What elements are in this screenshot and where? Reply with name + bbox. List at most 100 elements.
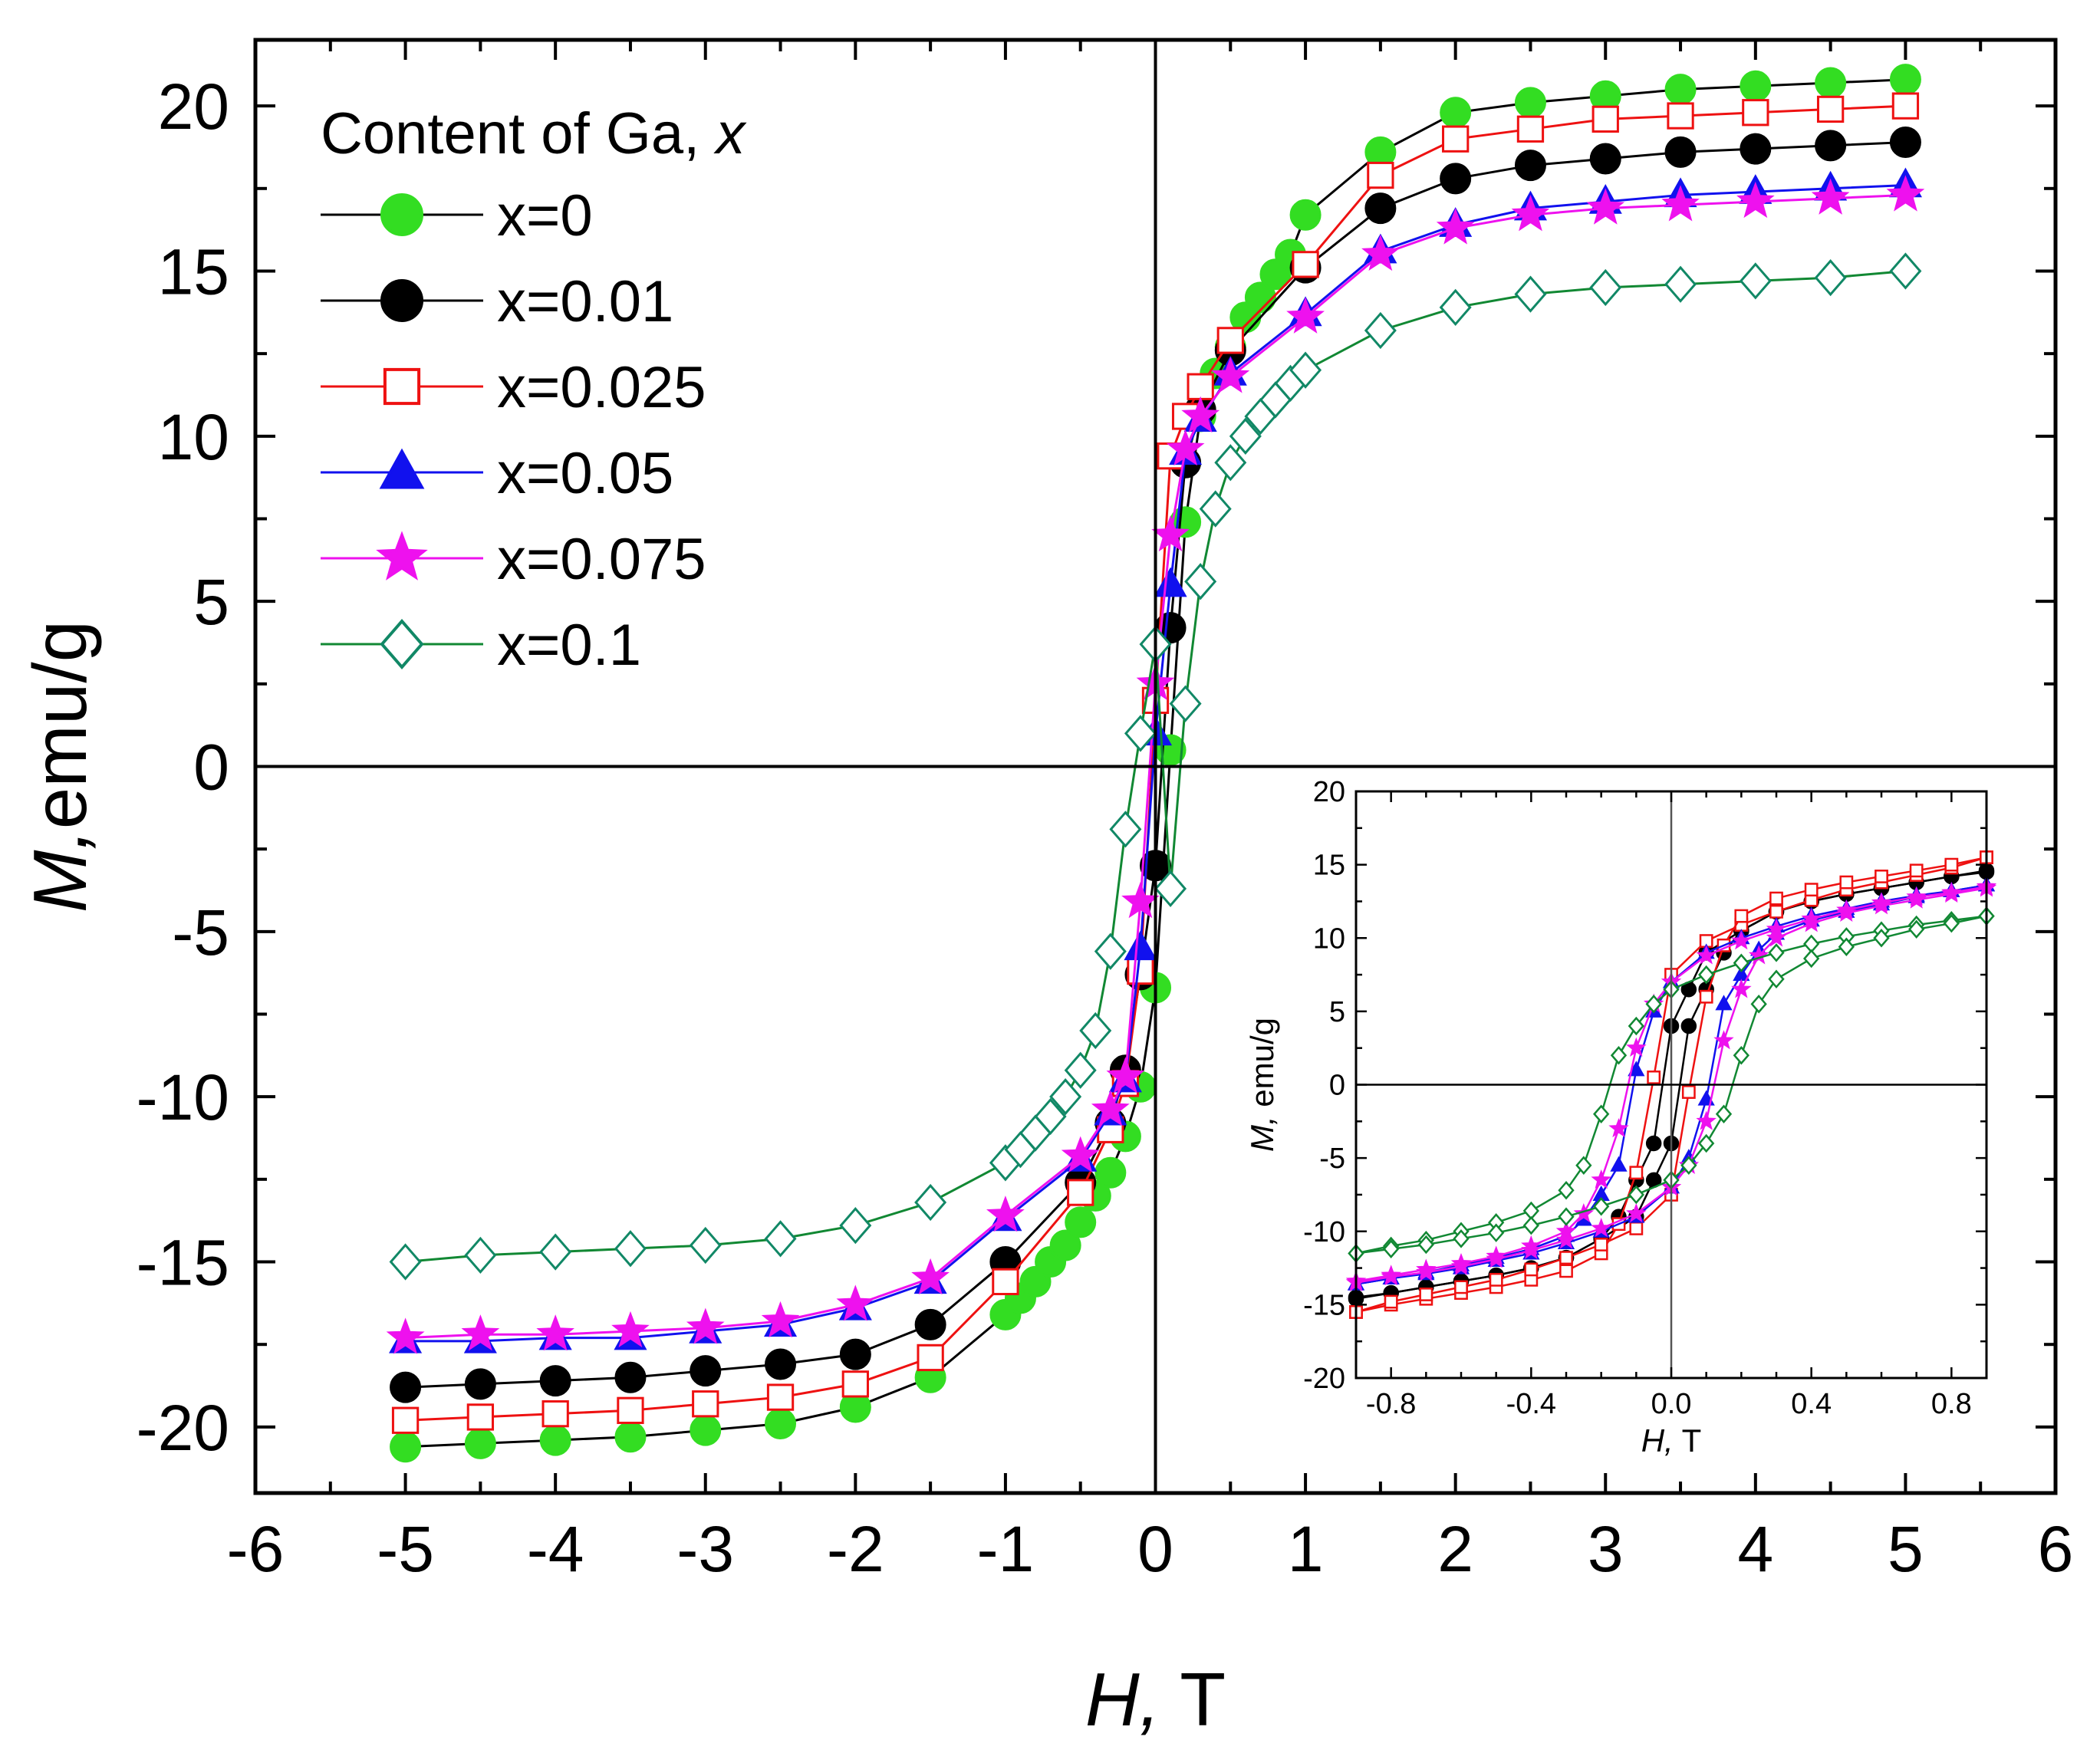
data-point	[1154, 567, 1187, 597]
x-axis-title-unit: T	[1160, 1657, 1226, 1741]
data-point	[1589, 143, 1621, 175]
inset-upper-branch-line	[1355, 886, 1987, 1283]
legend-item-x-0.075: x=0.075	[321, 527, 706, 592]
inset-data-point	[1715, 1104, 1733, 1124]
inset-data-point	[1681, 1085, 1696, 1099]
data-point	[1667, 102, 1694, 130]
data-point	[1740, 133, 1772, 165]
data-point	[1244, 281, 1276, 314]
inset-data-point	[1559, 1251, 1573, 1265]
inset-data-point	[1591, 1218, 1611, 1238]
inset-chart: -0.8 -0.4 0.0 0.4 0.8 -20 -15 -10 -5 0 5 10 15 20 H, T…	[1244, 776, 1997, 1459]
inset-data-point	[1575, 1156, 1592, 1175]
inset-x-axis-title-unit: T	[1674, 1422, 1702, 1459]
data-point	[1091, 1090, 1130, 1126]
legend-marker	[383, 367, 421, 406]
legend-label: x=0.1	[497, 613, 641, 678]
inset-data-point	[1838, 937, 1855, 956]
data-point	[1440, 97, 1472, 129]
inset-x-tick-label: 0.4	[1791, 1388, 1832, 1420]
inset-data-point	[1645, 1135, 1662, 1152]
inset-data-point	[1450, 1255, 1472, 1275]
legend-item-x-0.05: x=0.05	[321, 441, 673, 506]
inset-data-point	[1804, 883, 1819, 897]
data-point	[1121, 881, 1160, 919]
main-axes-layer: -6 -5 -4 -3 -2 -1 0 1 2 3 4 5 6-20-15-10-505101520H,…	[18, 38, 2074, 1741]
x-tick-label: -3	[676, 1513, 734, 1585]
inset-data-point	[1698, 965, 1715, 985]
inset-data-point	[1768, 943, 1785, 962]
y-tick-label: 0	[193, 732, 229, 804]
data-point	[1811, 178, 1850, 215]
inset-data-point	[1769, 891, 1783, 906]
data-point	[1124, 715, 1157, 752]
legend-marker	[380, 619, 424, 669]
x-tick-label: 0	[1137, 1513, 1173, 1585]
data-point	[1889, 252, 1922, 290]
legend-item-x-0.025: x=0.025	[321, 355, 706, 420]
data-point	[1889, 127, 1921, 159]
data-point	[390, 1371, 422, 1403]
data-point	[1442, 125, 1470, 153]
data-point	[1367, 161, 1394, 189]
inset-axes-layer: -0.8 -0.4 0.0 0.4 0.8 -20 -15 -10 -5 0 5 10 15 20 H, T…	[1244, 776, 1988, 1459]
data-point	[1814, 258, 1847, 297]
inset-y-axis-title-symbol: M,	[1244, 1116, 1280, 1152]
data-point	[1229, 417, 1262, 455]
legend-title: Content of Ga, x	[321, 101, 747, 166]
inset-data-point	[1417, 1235, 1434, 1255]
inset-data-point	[1416, 1261, 1437, 1281]
data-point	[841, 1370, 869, 1398]
inset-data-point	[1836, 902, 1857, 922]
inset-y-tick-label: 0	[1329, 1070, 1345, 1102]
inset-data-point	[1628, 1061, 1645, 1077]
x-tick-label: -1	[977, 1513, 1035, 1585]
data-point	[614, 1421, 647, 1453]
inset-data-point	[1696, 1110, 1717, 1130]
legend-title-variable: x	[713, 101, 747, 166]
data-point	[1067, 1179, 1094, 1206]
data-point	[1065, 1206, 1097, 1238]
x-axis-title: H, T	[1085, 1657, 1226, 1741]
inset-upper-branch-line	[1355, 915, 1987, 1255]
data-point	[1516, 115, 1545, 143]
data-point	[1815, 130, 1847, 162]
data-point	[1154, 870, 1187, 907]
inset-data-point	[1871, 895, 1892, 915]
y-tick-label: -15	[137, 1227, 229, 1299]
inset-lower-branch-line	[1355, 884, 1987, 1285]
data-point	[1106, 1057, 1145, 1094]
data-point	[1661, 185, 1700, 222]
data-point	[839, 1207, 872, 1245]
data-point	[1514, 275, 1547, 313]
inset-data-point	[1696, 945, 1717, 965]
data-point	[692, 1390, 719, 1418]
inset-data-point	[1645, 995, 1662, 1014]
inset-data-point	[1768, 969, 1785, 989]
data-point	[1816, 95, 1845, 123]
data-point	[1286, 297, 1325, 334]
data-point	[836, 1284, 875, 1321]
inset-series-layer	[1345, 850, 1997, 1319]
inset-data-point	[1610, 1045, 1628, 1065]
data-point	[1815, 67, 1847, 99]
x-tick-label: 6	[2038, 1513, 2074, 1585]
main-chart: -6 -5 -4 -3 -2 -1 0 1 2 3 4 5 6-20-15-10-505101520H,…	[18, 38, 2074, 1741]
data-point	[1289, 199, 1322, 231]
data-point	[1736, 181, 1775, 219]
inset-data-point	[1803, 949, 1820, 969]
inset-data-point	[1626, 1202, 1647, 1223]
data-point	[914, 1308, 946, 1340]
inset-data-point	[1944, 857, 1959, 872]
y-tick-label: -20	[137, 1392, 229, 1464]
data-point	[1436, 208, 1475, 245]
data-point	[1166, 429, 1205, 466]
inset-x-tick-label: -0.4	[1506, 1388, 1556, 1420]
inset-x-tick-label: 0.8	[1931, 1388, 1972, 1420]
data-point	[461, 1314, 500, 1351]
y-tick-label: 20	[158, 71, 229, 143]
inset-y-tick-label: -5	[1319, 1143, 1345, 1175]
inset-data-point	[1521, 1239, 1542, 1259]
data-point	[761, 1301, 800, 1338]
data-point	[1664, 136, 1697, 168]
